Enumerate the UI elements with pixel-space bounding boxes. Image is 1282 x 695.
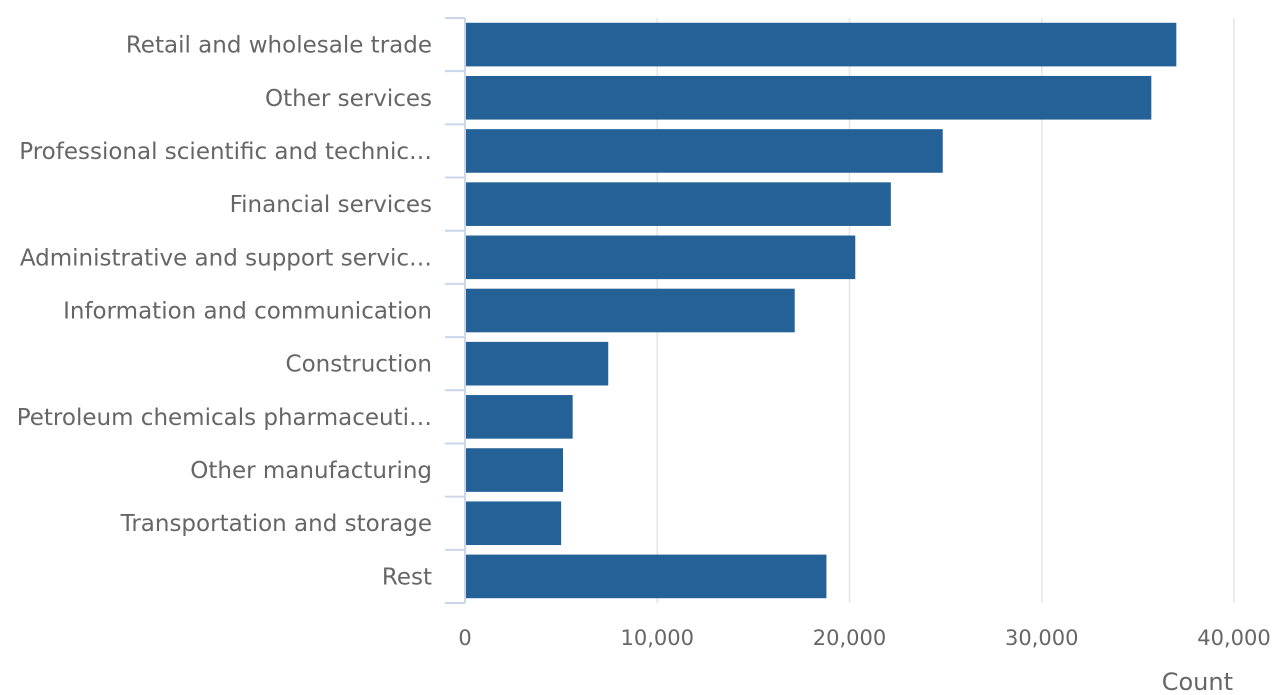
category-label: Petroleum chemicals pharmaceuti… (17, 405, 432, 431)
bar (466, 341, 609, 386)
bar (466, 182, 891, 226)
category-label: Rest (382, 564, 432, 590)
x-tick-label: 0 (458, 626, 471, 650)
category-label: Other manufacturing (190, 458, 432, 484)
bar (466, 448, 564, 492)
x-tick-label: 40,000 (1197, 626, 1270, 650)
bars (466, 22, 1177, 599)
bar (466, 395, 573, 439)
x-tick-label: 30,000 (1005, 626, 1078, 650)
bar (466, 129, 943, 173)
category-label: Transportation and storage (120, 511, 432, 537)
x-tick-label: 10,000 (621, 626, 694, 650)
category-label: Information and communication (63, 299, 432, 325)
category-labels: Retail and wholesale trade Other services… (17, 33, 432, 591)
category-label: Professional scientific and technic… (19, 139, 432, 165)
category-label: Construction (286, 352, 432, 378)
bar (466, 288, 795, 333)
bar (466, 554, 827, 599)
category-label: Retail and wholesale trade (126, 33, 432, 59)
bar (466, 235, 856, 280)
category-label: Administrative and support servic… (20, 245, 432, 271)
category-label: Financial services (230, 192, 432, 218)
bar (466, 501, 562, 546)
x-axis-ticks: 0 10,000 20,000 30,000 40,000 (458, 626, 1270, 650)
x-axis-title: Count (1162, 668, 1233, 695)
y-axis (445, 17, 466, 604)
bar (466, 22, 1177, 67)
bar (466, 75, 1152, 120)
x-tick-label: 20,000 (813, 626, 886, 650)
category-label: Other services (265, 86, 432, 112)
